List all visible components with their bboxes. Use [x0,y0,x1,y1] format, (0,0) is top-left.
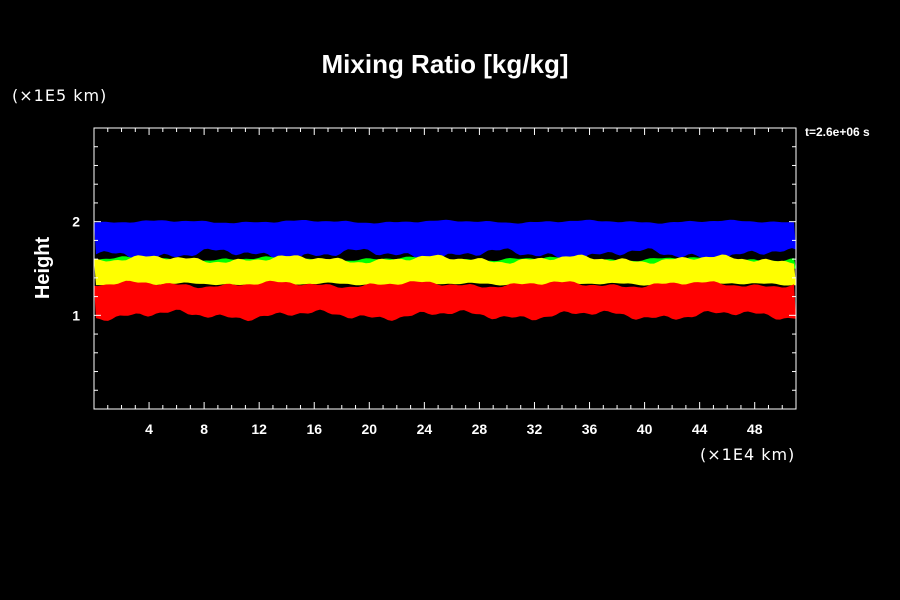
x-tick-label: 44 [692,421,708,437]
x-tick-label: 40 [637,421,653,437]
time-label: t=2.6e+06 s [805,125,870,139]
x-tick-label: 12 [251,421,267,437]
x-tick-label: 8 [200,421,208,437]
x-tick-label: 4 [145,421,153,437]
x-tick-label: 24 [417,421,433,437]
chart-title: Mixing Ratio [kg/kg] [322,49,569,79]
x-tick-label: 16 [306,421,322,437]
blue-layer [94,219,796,261]
x-tick-label: 20 [362,421,378,437]
y-axis-label: Height [32,237,54,300]
yellow-layer [94,254,796,287]
plot-layers [94,219,796,322]
x-tick-label: 32 [527,421,543,437]
red-layer [94,280,796,322]
plot-frame [93,127,797,410]
x-unit-label: (×1E4 km) [700,445,795,464]
x-tick-label: 28 [472,421,488,437]
y-tick-label: 2 [72,214,80,230]
x-tick-label: 36 [582,421,598,437]
x-tick-label: 48 [747,421,763,437]
y-tick-label: 1 [72,307,80,323]
y-unit-label: (×1E5 km) [12,86,107,105]
